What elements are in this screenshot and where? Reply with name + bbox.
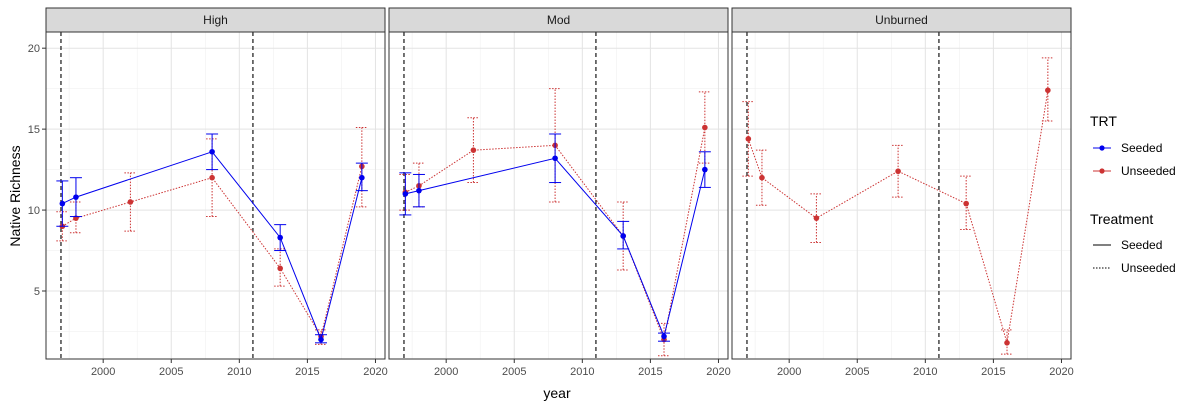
x-tick-label: 2015 <box>638 366 662 378</box>
x-tick-label: 2000 <box>91 366 115 378</box>
x-tick-label: 2020 <box>1049 366 1073 378</box>
data-point <box>963 200 969 207</box>
data-point <box>416 187 422 194</box>
legend: TRT Seeded Unseeded Treatment Seeded Uns… <box>1090 113 1176 275</box>
series-seeded <box>56 133 368 344</box>
panel-border <box>388 31 729 360</box>
data-point <box>73 194 79 200</box>
data-point <box>702 166 708 173</box>
panels-layer: High 2000 2005 2010 2015 2020 Mod 2000 2005 2010 2… <box>45 7 1074 378</box>
x-tick-label: 2020 <box>363 366 387 378</box>
y-tick-label: 10 <box>28 205 40 217</box>
x-tick-label: 2005 <box>502 366 526 378</box>
data-point <box>661 333 667 340</box>
legend-trt-key-seeded <box>1093 145 1111 151</box>
panel-background <box>46 32 385 359</box>
error-bar <box>549 88 562 203</box>
error-bar <box>960 175 973 230</box>
data-point <box>359 174 365 181</box>
data-point <box>813 215 820 221</box>
x-tick-label: 2015 <box>295 366 319 378</box>
x-tick-label: 2010 <box>913 366 937 378</box>
legend-trt-key-unseeded <box>1093 168 1111 174</box>
x-tick-label: 2005 <box>159 366 183 378</box>
data-point <box>277 265 283 272</box>
data-point <box>702 124 708 131</box>
grid-lines <box>732 32 1071 359</box>
data-point <box>745 136 752 142</box>
legend-treatment-title: Treatment <box>1090 211 1153 227</box>
data-point <box>127 199 134 205</box>
series-unseeded <box>742 57 1054 355</box>
data-point <box>552 155 558 162</box>
data-point <box>318 336 324 343</box>
data-point <box>402 191 409 197</box>
y-tick-label: 15 <box>28 124 40 136</box>
panel-border <box>731 31 1072 360</box>
data-point <box>209 148 215 155</box>
facet-panel-high: High 2000 2005 2010 2015 2020 <box>45 7 388 378</box>
data-point <box>620 233 626 239</box>
data-point <box>895 168 901 175</box>
facet-strip-label: Unburned <box>875 13 928 27</box>
facet-panel-unburned: Unburned 2000 2005 2010 2015 2020 <box>731 7 1074 378</box>
x-tick-label: 2000 <box>434 366 458 378</box>
error-bar <box>467 117 480 184</box>
legend-trt-title: TRT <box>1090 113 1117 129</box>
x-axis-title: year <box>543 385 571 401</box>
y-axis-title: Native Richness <box>7 145 23 246</box>
data-point <box>759 174 765 181</box>
data-point <box>1004 340 1010 346</box>
error-bar <box>124 172 137 232</box>
error-bar <box>892 144 905 198</box>
facet-panel-mod: Mod 2000 2005 2010 2015 2020 <box>388 7 731 378</box>
data-point <box>470 147 477 153</box>
facet-strip-label: High <box>203 13 228 27</box>
x-tick-label: 2020 <box>706 366 730 378</box>
data-point <box>277 234 283 241</box>
data-point <box>59 200 66 207</box>
series-seeded <box>399 133 711 342</box>
facet-strip <box>45 7 386 33</box>
legend-trt-label-unseeded: Unseeded <box>1121 164 1176 178</box>
legend-trt-label-seeded: Seeded <box>1121 141 1162 155</box>
x-tick-label: 2005 <box>845 366 869 378</box>
x-tick-label: 2010 <box>570 366 594 378</box>
panel-background <box>389 32 728 359</box>
y-tick-label: 5 <box>34 286 40 298</box>
x-tick-label: 2015 <box>981 366 1005 378</box>
error-bar <box>1041 57 1054 122</box>
facet-strip <box>731 7 1072 33</box>
legend-treatment-label-unseeded: Unseeded <box>1121 261 1176 275</box>
legend-treatment-label-seeded: Seeded <box>1121 238 1162 252</box>
facet-strip <box>388 7 729 33</box>
grid-lines <box>46 32 385 359</box>
x-tick-label: 2010 <box>227 366 251 378</box>
data-point <box>209 174 215 181</box>
facet-strip-label: Mod <box>547 13 570 27</box>
x-tick-label: 2000 <box>777 366 801 378</box>
y-tick-label: 20 <box>28 43 40 55</box>
y-axis: 5 10 15 20 <box>28 43 46 298</box>
data-point <box>1045 87 1051 94</box>
panel-border <box>45 31 386 360</box>
panel-background <box>732 32 1071 359</box>
